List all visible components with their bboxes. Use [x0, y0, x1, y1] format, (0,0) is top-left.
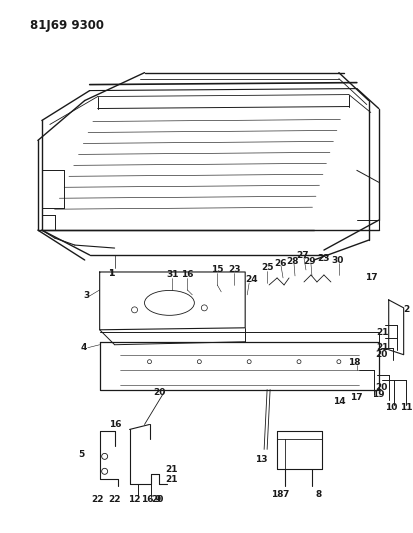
Text: 18: 18	[271, 490, 283, 499]
Text: 5: 5	[78, 450, 85, 459]
Text: 3: 3	[83, 292, 90, 301]
Text: 23: 23	[228, 265, 240, 274]
Text: 12: 12	[128, 495, 141, 504]
Text: 1: 1	[109, 270, 115, 278]
Text: 30: 30	[332, 255, 344, 264]
Text: 21: 21	[165, 465, 178, 474]
Text: 21: 21	[165, 475, 178, 484]
Text: 31: 31	[166, 270, 179, 279]
Text: 22: 22	[91, 495, 104, 504]
Text: 19: 19	[373, 390, 385, 399]
Text: 9: 9	[154, 495, 161, 504]
Text: 7: 7	[283, 490, 289, 499]
Text: 17: 17	[351, 393, 363, 402]
Text: 20: 20	[153, 388, 166, 397]
Text: 15: 15	[211, 265, 223, 274]
Text: 1: 1	[109, 270, 115, 278]
Text: 22: 22	[108, 495, 121, 504]
Text: 28: 28	[286, 256, 298, 265]
Text: 29: 29	[304, 256, 316, 265]
Text: 11: 11	[400, 403, 413, 412]
Text: 16: 16	[109, 420, 122, 429]
Text: 27: 27	[297, 251, 309, 260]
Text: 20: 20	[375, 383, 388, 392]
Text: 8: 8	[316, 490, 322, 499]
Text: 4: 4	[81, 343, 87, 352]
Text: 16: 16	[141, 495, 154, 504]
Text: 21: 21	[377, 328, 389, 337]
Text: 24: 24	[245, 276, 257, 285]
Text: 23: 23	[318, 254, 330, 263]
Text: 13: 13	[255, 455, 267, 464]
Text: 25: 25	[261, 263, 273, 272]
Text: 81J69 9300: 81J69 9300	[30, 19, 104, 32]
Text: 10: 10	[385, 403, 398, 412]
Text: 2: 2	[404, 305, 410, 314]
Text: 20: 20	[151, 495, 164, 504]
Text: 26: 26	[274, 259, 286, 268]
Text: 20: 20	[375, 350, 388, 359]
Text: 17: 17	[366, 273, 378, 282]
Text: 18: 18	[348, 358, 360, 367]
Text: 21: 21	[377, 343, 389, 352]
Text: 14: 14	[332, 397, 345, 406]
Text: 16: 16	[181, 270, 194, 279]
